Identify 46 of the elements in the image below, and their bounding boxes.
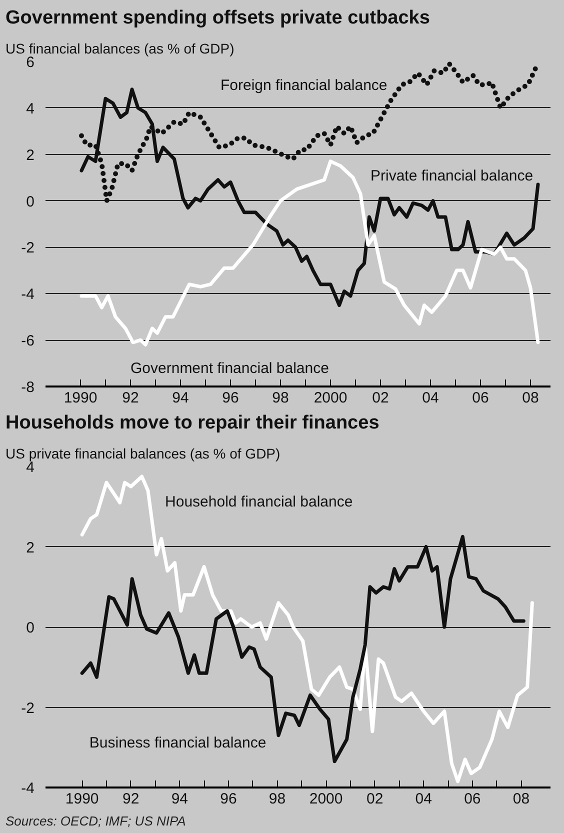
x-tick-label: 08 xyxy=(522,390,539,406)
y-tick-label: -2 xyxy=(21,240,35,257)
y-tick-label: 2 xyxy=(26,539,34,556)
source-note: Sources: OECD; IMF; US NIPA xyxy=(6,814,186,828)
x-tick-label: 02 xyxy=(366,790,384,808)
y-tick-label: -4 xyxy=(21,780,35,797)
y-tick-label: 0 xyxy=(26,620,34,636)
chart-subtitle: US financial balances (as % of GDP) xyxy=(6,40,234,56)
y-tick-label: 4 xyxy=(26,100,34,118)
x-tick-label: 94 xyxy=(172,390,189,406)
series-label: Foreign financial balance xyxy=(220,77,388,94)
series-label: Business financial balance xyxy=(89,734,266,752)
x-tick-label: 98 xyxy=(268,790,286,808)
chart-title: Households move to repair their finances xyxy=(6,412,380,434)
x-tick-label: 04 xyxy=(422,390,439,406)
chart-subtitle: US private financial balances (as % of GDP) xyxy=(6,446,280,462)
x-tick-label: 08 xyxy=(512,790,530,808)
x-tick-label: 1990 xyxy=(65,790,99,808)
line-series xyxy=(80,160,540,346)
y-tick-label: 0 xyxy=(26,193,34,210)
y-tick-label: 6 xyxy=(26,54,34,71)
x-tick-label: 94 xyxy=(171,790,188,808)
series-label: Private financial balance xyxy=(370,168,534,185)
x-tick-label: 02 xyxy=(372,390,389,406)
series-label: Household financial balance xyxy=(165,494,353,511)
line-series xyxy=(80,534,526,764)
y-tick-label: -8 xyxy=(21,379,35,396)
x-tick-label: 92 xyxy=(122,790,140,808)
x-tick-label: 2000 xyxy=(309,790,343,808)
x-tick-label: 96 xyxy=(222,390,239,406)
line-series xyxy=(80,474,534,784)
y-tick-label: 4 xyxy=(26,459,34,476)
x-tick-label: 98 xyxy=(272,390,289,406)
series-label: Government financial balance xyxy=(130,360,329,378)
x-tick-label: 92 xyxy=(122,390,139,406)
x-tick-label: 06 xyxy=(464,790,481,808)
x-tick-label: 06 xyxy=(472,390,489,406)
y-tick-label: -2 xyxy=(21,700,35,717)
x-tick-label: 2000 xyxy=(314,390,348,406)
chart-title: Government spending offsets private cutbacks xyxy=(6,8,430,28)
x-tick-label: 04 xyxy=(415,790,432,808)
x-tick-label: 96 xyxy=(220,790,237,808)
y-tick-label: -4 xyxy=(21,286,35,304)
x-tick-label: 1990 xyxy=(64,390,98,406)
y-tick-label: -6 xyxy=(21,332,35,350)
y-tick-label: 2 xyxy=(26,146,34,164)
